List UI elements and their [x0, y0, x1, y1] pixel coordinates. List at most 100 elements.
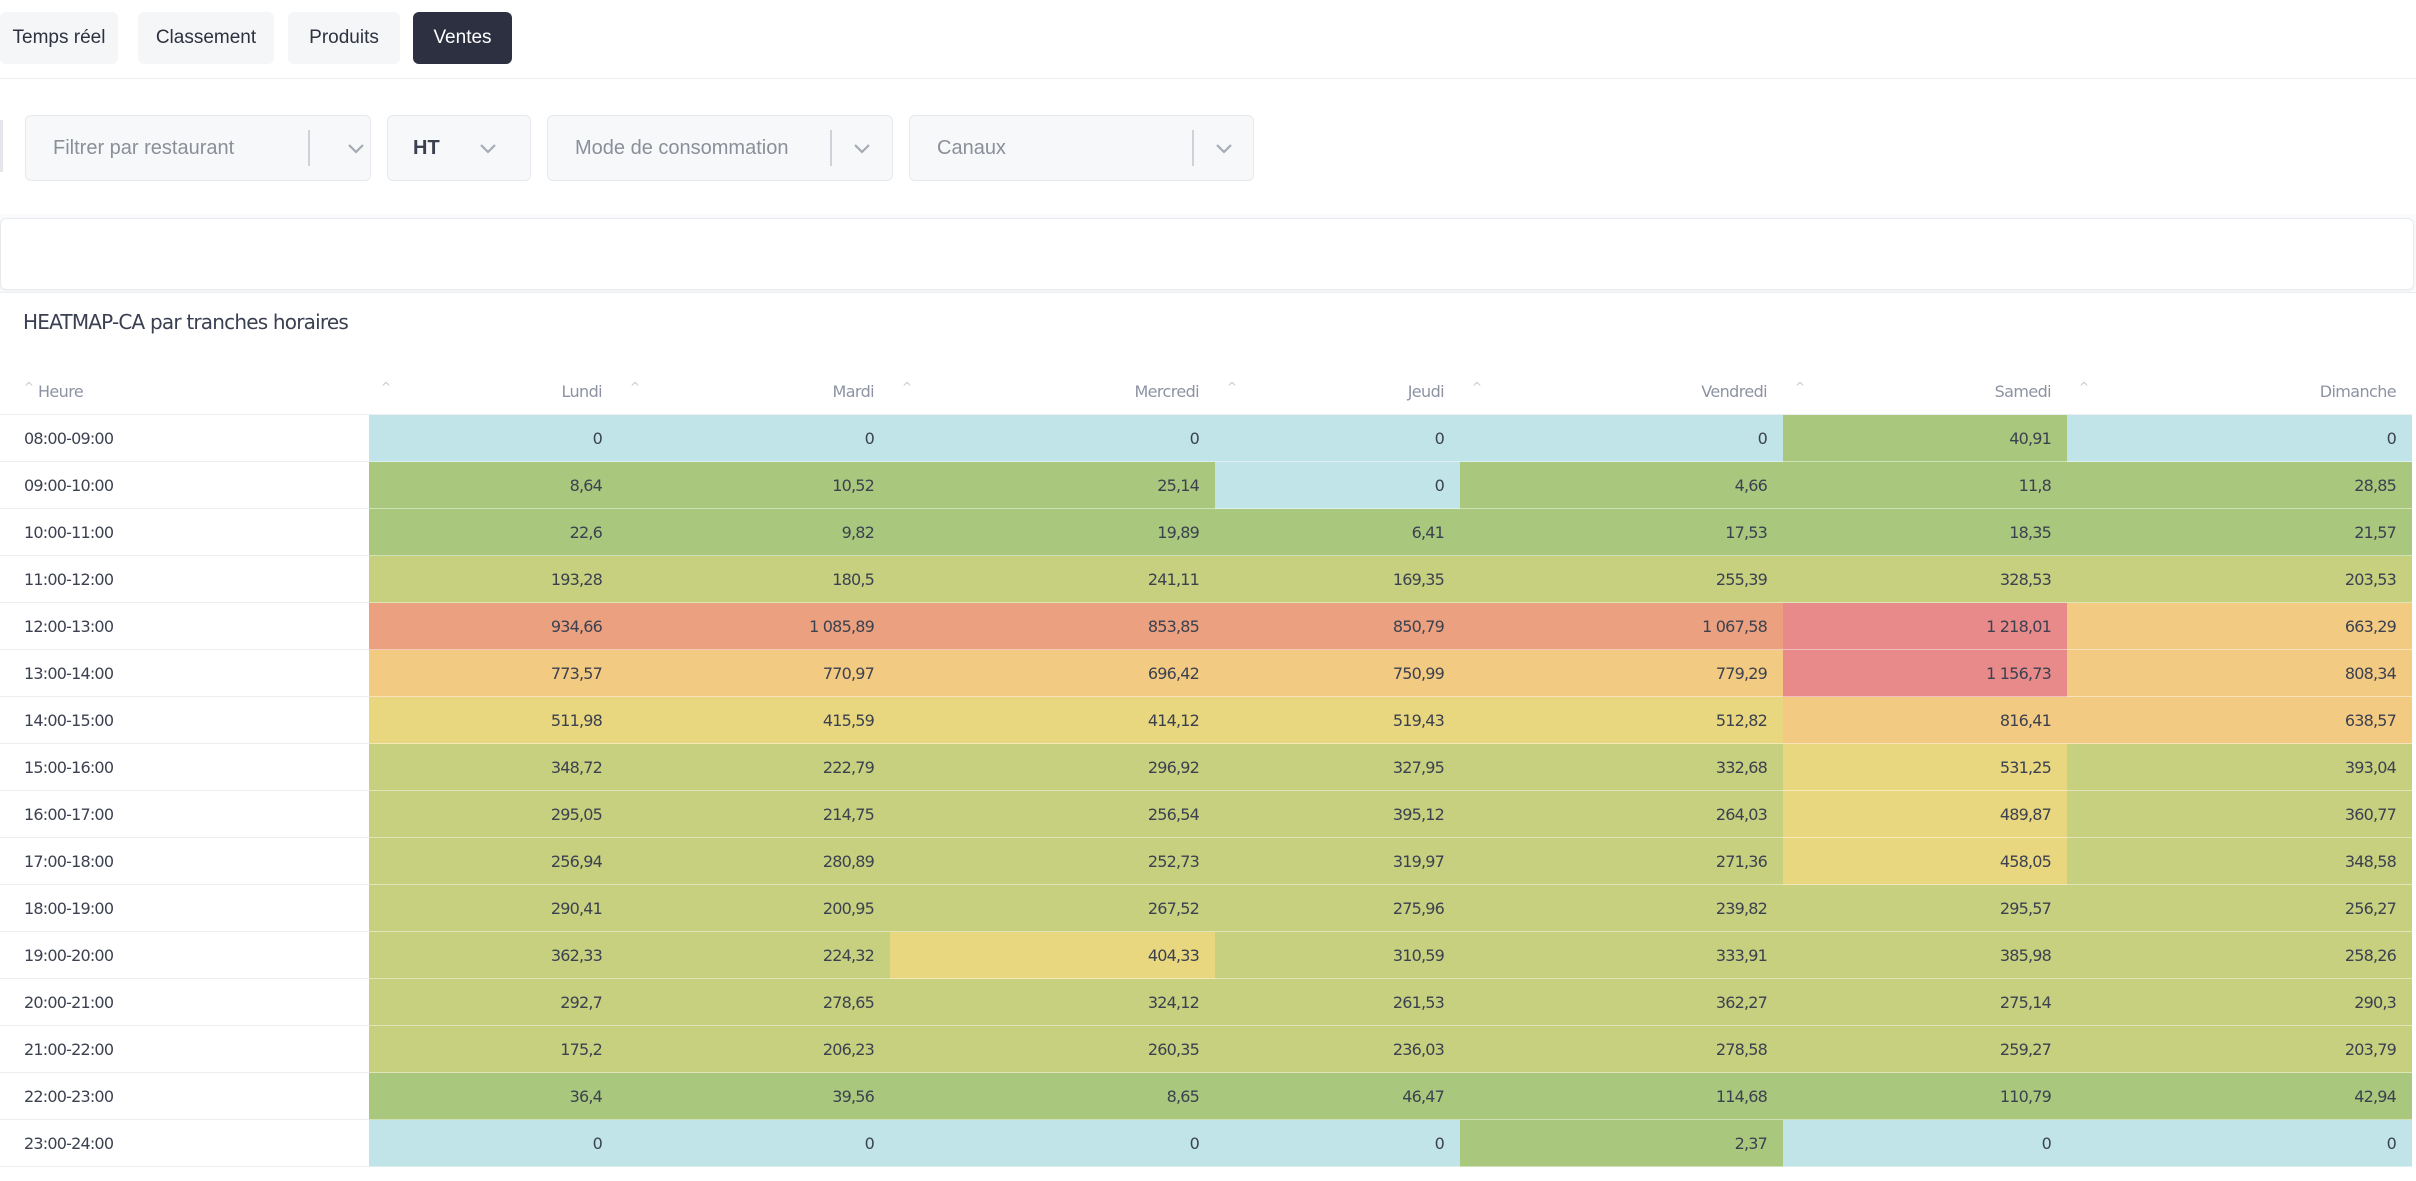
heatmap-cell: 22,6 [369, 508, 618, 556]
heatmap-cell: 0 [618, 1119, 890, 1167]
consumption-mode-select[interactable]: Mode de consommation [547, 115, 893, 181]
heatmap-table: ^ Heure ^ Lundi ^ Mardi ^ Mercredi ^ Jeudi ^… [0, 368, 2412, 1167]
heatmap-cell: 203,53 [2067, 555, 2412, 603]
heatmap-cell: 280,89 [618, 837, 890, 885]
tax-mode-select[interactable]: HT [387, 115, 531, 181]
heatmap-title: HEATMAP-CA par tranches horaires [23, 310, 349, 334]
heatmap-cell: 278,58 [1460, 1025, 1783, 1073]
heatmap-cell: 328,53 [1783, 555, 2067, 603]
tab-temps-reel[interactable]: Temps réel [0, 12, 118, 64]
heatmap-cell: 40,91 [1783, 414, 2067, 462]
heatmap-cell: 696,42 [890, 649, 1215, 697]
sort-icon[interactable]: ^ [1227, 380, 1237, 394]
heatmap-cell: 255,39 [1460, 555, 1783, 603]
consumption-mode-placeholder: Mode de consommation [575, 137, 789, 159]
heatmap-cell: 28,85 [2067, 461, 2412, 509]
heatmap-cell: 360,77 [2067, 790, 2412, 838]
heatmap-cell: 252,73 [890, 837, 1215, 885]
heatmap-cell: 934,66 [369, 602, 618, 650]
heatmap-cell: 180,5 [618, 555, 890, 603]
column-header-label: Samedi [1994, 381, 2052, 401]
hour-slot-label: 21:00-22:00 [0, 1025, 369, 1073]
channels-select[interactable]: Canaux [909, 115, 1254, 181]
tab-ventes[interactable]: Ventes [413, 12, 512, 64]
heatmap-cell: 39,56 [618, 1072, 890, 1120]
hour-slot-label: 12:00-13:00 [0, 602, 369, 650]
column-header-label: Jeudi [1407, 381, 1445, 401]
sort-icon[interactable]: ^ [381, 380, 391, 394]
column-header-lundi[interactable]: ^ Lundi [369, 368, 618, 415]
heatmap-row: 15:00-16:00 348,72 222,79 296,92 327,95 332,6… [0, 743, 2412, 791]
heatmap-cell: 10,52 [618, 461, 890, 509]
channels-placeholder: Canaux [937, 137, 1006, 159]
heatmap-cell: 750,99 [1215, 649, 1460, 697]
sort-icon[interactable]: ^ [24, 380, 34, 394]
heatmap-cell: 8,65 [890, 1072, 1215, 1120]
tab-classement[interactable]: Classement [138, 12, 274, 64]
heatmap-cell: 203,79 [2067, 1025, 2412, 1073]
filter-bar-accent [0, 120, 3, 172]
column-header-samedi[interactable]: ^ Samedi [1783, 368, 2067, 415]
heatmap-cell: 348,72 [369, 743, 618, 791]
heatmap-row: 12:00-13:00 934,66 1 085,89 853,85 850,79 1 0… [0, 602, 2412, 650]
hour-slot-label: 16:00-17:00 [0, 790, 369, 838]
heatmap-cell: 0 [2067, 414, 2412, 462]
heatmap-cell: 21,57 [2067, 508, 2412, 556]
chevron-down-icon[interactable] [478, 138, 498, 158]
heatmap-cell: 25,14 [890, 461, 1215, 509]
heatmap-cell: 236,03 [1215, 1025, 1460, 1073]
heatmap-cell: 531,25 [1783, 743, 2067, 791]
heatmap-cell: 214,75 [618, 790, 890, 838]
column-header-jeudi[interactable]: ^ Jeudi [1215, 368, 1460, 415]
heatmap-row: 19:00-20:00 362,33 224,32 404,33 310,59 333,9… [0, 931, 2412, 979]
heatmap-cell: 512,82 [1460, 696, 1783, 744]
heatmap-cell: 169,35 [1215, 555, 1460, 603]
column-header-mercredi[interactable]: ^ Mercredi [890, 368, 1215, 415]
heatmap-row: 13:00-14:00 773,57 770,97 696,42 750,99 779,2… [0, 649, 2412, 697]
sort-icon[interactable]: ^ [2079, 380, 2089, 394]
heatmap-cell: 260,35 [890, 1025, 1215, 1073]
heatmap-row: 16:00-17:00 295,05 214,75 256,54 395,12 264,0… [0, 790, 2412, 838]
heatmap-cell: 519,43 [1215, 696, 1460, 744]
restaurant-filter-select[interactable]: Filtrer par restaurant [25, 115, 371, 181]
sort-icon[interactable]: ^ [1795, 380, 1805, 394]
heatmap-cell: 348,58 [2067, 837, 2412, 885]
hour-slot-label: 14:00-15:00 [0, 696, 369, 744]
heatmap-cell: 295,05 [369, 790, 618, 838]
column-header-dimanche[interactable]: ^ Dimanche [2067, 368, 2412, 415]
tab-bar: Temps réel Classement Produits Ventes [0, 0, 2416, 79]
chevron-down-icon[interactable] [1214, 138, 1234, 158]
heatmap-cell: 808,34 [2067, 649, 2412, 697]
heatmap-cell: 362,33 [369, 931, 618, 979]
heatmap-cell: 327,95 [1215, 743, 1460, 791]
heatmap-row: 08:00-09:00 0 0 0 0 0 40,91 0 [0, 414, 2412, 462]
heatmap-cell: 1 156,73 [1783, 649, 2067, 697]
heatmap-cell: 319,97 [1215, 837, 1460, 885]
hour-slot-label: 08:00-09:00 [0, 414, 369, 462]
heatmap-cell: 271,36 [1460, 837, 1783, 885]
hour-slot-label: 19:00-20:00 [0, 931, 369, 979]
heatmap-cell: 404,33 [890, 931, 1215, 979]
heatmap-cell: 773,57 [369, 649, 618, 697]
sort-icon[interactable]: ^ [902, 380, 912, 394]
heatmap-cell: 1 085,89 [618, 602, 890, 650]
column-header-mardi[interactable]: ^ Mardi [618, 368, 890, 415]
heatmap-cell: 2,37 [1460, 1119, 1783, 1167]
heatmap-cell: 638,57 [2067, 696, 2412, 744]
chevron-down-icon[interactable] [852, 138, 872, 158]
heatmap-cell: 458,05 [1783, 837, 2067, 885]
heatmap-cell: 1 067,58 [1460, 602, 1783, 650]
heatmap-cell: 489,87 [1783, 790, 2067, 838]
heatmap-row: 20:00-21:00 292,7 278,65 324,12 261,53 362,27… [0, 978, 2412, 1026]
column-header-hour[interactable]: ^ Heure [0, 368, 369, 415]
column-header-vendredi[interactable]: ^ Vendredi [1460, 368, 1783, 415]
heatmap-cell: 385,98 [1783, 931, 2067, 979]
heatmap-cell: 295,57 [1783, 884, 2067, 932]
chevron-down-icon[interactable] [346, 138, 366, 158]
heatmap-cell: 395,12 [1215, 790, 1460, 838]
sort-icon[interactable]: ^ [630, 380, 640, 394]
heatmap-row: 22:00-23:00 36,4 39,56 8,65 46,47 114,68 110,7… [0, 1072, 2412, 1120]
tab-produits[interactable]: Produits [288, 12, 400, 64]
hour-slot-label: 15:00-16:00 [0, 743, 369, 791]
sort-icon[interactable]: ^ [1472, 380, 1482, 394]
